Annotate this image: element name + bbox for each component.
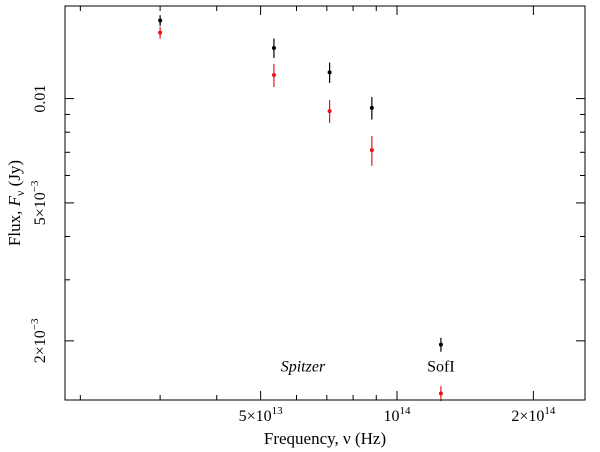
plot-frame: [64, 5, 586, 401]
y-tick-label: 5×10−3: [29, 180, 49, 225]
annotation-sofi: SofI: [427, 359, 455, 376]
x-tick-mantissa: 2×10: [511, 408, 544, 425]
y-tick-mantissa: 5×10: [32, 192, 49, 225]
y-tick-exponent: −3: [29, 180, 41, 192]
y-axis-label-symbol: F: [5, 195, 24, 207]
annotation-spitzer: Spitzer: [281, 359, 326, 376]
x-tick-exponent: 14: [400, 405, 412, 417]
y-axis-label-subscript: ν: [13, 190, 27, 196]
data-point: [271, 72, 276, 77]
annotations: Spitzer SofI: [281, 359, 455, 376]
data-point: [438, 342, 443, 347]
x-axis-label: Frequency, ν (Hz): [264, 429, 386, 448]
x-tick-mantissa: 5×10: [239, 408, 272, 425]
data-point: [438, 391, 443, 396]
series-0: [158, 15, 443, 352]
y-axis-label-suffix: (Jy): [5, 160, 24, 191]
x-tick-exponent: 13: [272, 405, 284, 417]
tick-marks: [65, 6, 585, 400]
data-point: [158, 18, 163, 23]
data-point: [158, 30, 163, 35]
data-points: [158, 15, 443, 402]
data-point: [327, 70, 332, 75]
x-tick-mantissa: 10: [384, 408, 400, 425]
y-axis-label: Flux, Fν (Jy): [5, 160, 27, 246]
data-point: [369, 105, 374, 110]
y-tick-label: 2×10−3: [29, 318, 49, 363]
series-1: [158, 26, 443, 402]
x-tick-label: 2×1014: [511, 405, 556, 425]
y-tick-exponent: −3: [29, 318, 41, 330]
y-axis-label-prefix: Flux,: [5, 206, 24, 246]
data-point: [327, 109, 332, 114]
x-tick-label: 5×1013: [239, 405, 284, 425]
data-point: [271, 45, 276, 50]
data-point: [369, 148, 374, 153]
y-tick-mantissa: 2×10: [32, 330, 49, 363]
x-tick-exponent: 14: [544, 405, 556, 417]
y-tick-label: 0.01: [32, 85, 49, 113]
x-tick-label: 1014: [384, 405, 412, 425]
